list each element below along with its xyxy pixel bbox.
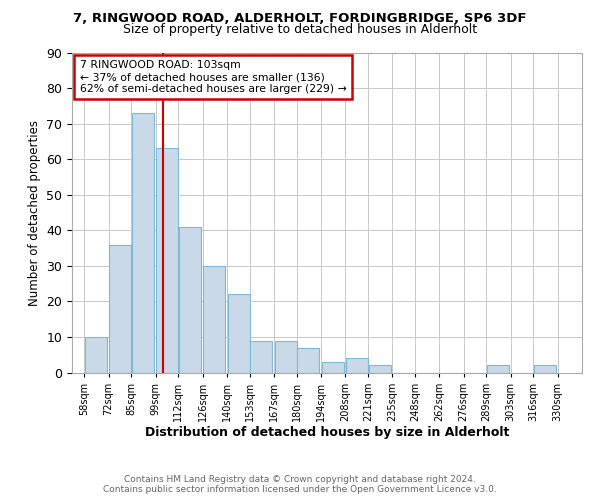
Bar: [298, 348, 319, 372]
Text: 7, RINGWOOD ROAD, ALDERHOLT, FORDINGBRIDGE, SP6 3DF: 7, RINGWOOD ROAD, ALDERHOLT, FORDINGBRID…: [73, 12, 527, 26]
Text: 7 RINGWOOD ROAD: 103sqm
← 37% of detached houses are smaller (136)
62% of semi-d: 7 RINGWOOD ROAD: 103sqm ← 37% of detache…: [80, 60, 346, 94]
Bar: [346, 358, 368, 372]
Bar: [157, 148, 178, 372]
Bar: [179, 226, 201, 372]
Bar: [85, 337, 107, 372]
Y-axis label: Number of detached properties: Number of detached properties: [28, 120, 41, 306]
Bar: [322, 362, 344, 372]
Bar: [534, 366, 556, 372]
Bar: [369, 366, 391, 372]
Bar: [487, 366, 509, 372]
Bar: [109, 244, 131, 372]
Bar: [203, 266, 225, 372]
Bar: [228, 294, 250, 372]
Bar: [275, 340, 296, 372]
X-axis label: Distribution of detached houses by size in Alderholt: Distribution of detached houses by size …: [145, 426, 509, 440]
Text: Contains HM Land Registry data © Crown copyright and database right 2024.
Contai: Contains HM Land Registry data © Crown c…: [103, 474, 497, 494]
Bar: [132, 113, 154, 372]
Text: Size of property relative to detached houses in Alderholt: Size of property relative to detached ho…: [123, 22, 477, 36]
Bar: [250, 340, 272, 372]
